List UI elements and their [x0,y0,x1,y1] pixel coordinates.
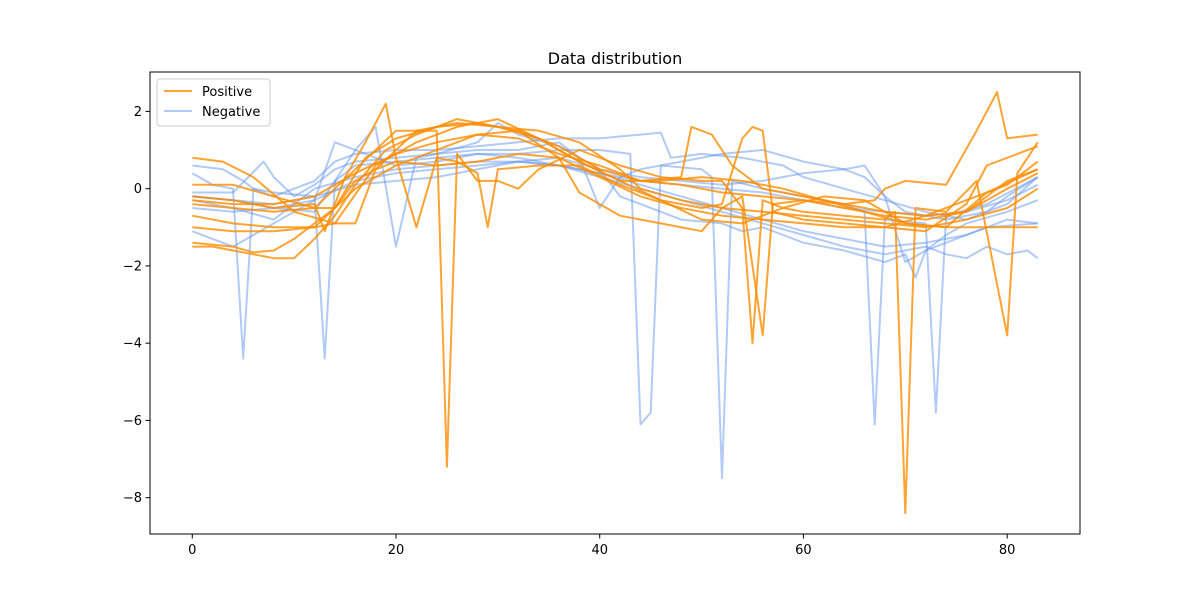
series-line-negative-15 [192,156,1039,221]
legend: Positive Negative [156,78,271,127]
x-tick-label: 20 [388,543,405,558]
series-line-negative-12 [191,141,1039,260]
series-line-positive-4 [192,118,1039,260]
x-tick-label: 40 [591,543,608,558]
y-tick-label: −4 [123,337,142,352]
series-line-positive-6 [192,129,1039,515]
series-line-negative-14 [192,141,1039,264]
y-tick-label: −2 [123,259,142,274]
y-tick-label: −6 [123,414,142,429]
chart-title: Data distribution [548,49,682,68]
x-tick-label: 60 [795,543,812,558]
plot-area-frame [149,71,1081,535]
series-line-positive-7 [192,91,1038,337]
legend-label-positive: Positive [202,85,252,100]
x-tick-label: 0 [188,543,196,558]
plot-lines [191,91,1039,515]
series-line-negative-16 [192,160,1038,248]
series-line-positive-8 [192,125,1039,233]
series-line-negative-10 [191,149,1039,480]
y-tick-label: 0 [134,182,142,197]
x-tick-label: 80 [999,543,1016,558]
x-axis: 0 20 40 60 80 [188,534,1015,558]
y-tick-label: 2 [134,105,142,120]
y-axis: −8 −6 −4 −2 0 2 [123,105,150,506]
y-tick-label: −8 [123,491,142,506]
legend-label-negative: Negative [202,105,260,120]
series-line-positive-1 [192,122,1039,221]
series-line-positive-5 [192,102,1039,233]
